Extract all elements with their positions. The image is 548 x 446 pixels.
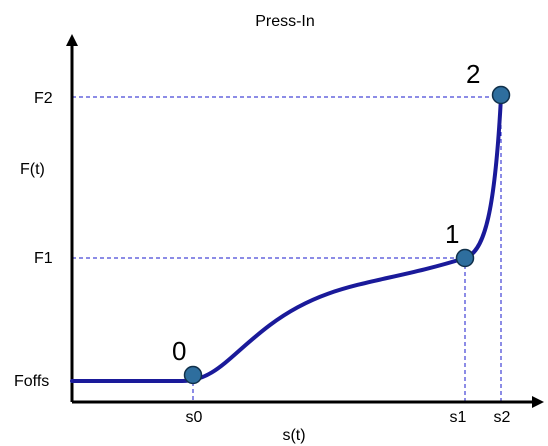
y-tick-foffs: Foffs [14, 373, 49, 390]
point-0-label: 0 [172, 336, 186, 366]
point-1-label: 1 [445, 219, 459, 249]
x-tick-s1: s1 [450, 409, 467, 426]
y-tick-f2: F2 [34, 90, 53, 107]
y-axis-label: F(t) [20, 161, 45, 178]
point-0-marker [183, 365, 203, 385]
force-curve [70, 95, 503, 383]
point-2-marker [491, 85, 511, 105]
point-1-marker [455, 248, 475, 268]
guide-lines [72, 96, 502, 402]
x-tick-s2: s2 [494, 409, 511, 426]
y-tick-f1: F1 [34, 250, 53, 267]
x-tick-s0: s0 [186, 409, 203, 426]
x-axis-label: s(t) [282, 427, 305, 444]
point-2-label: 2 [466, 59, 480, 89]
diagram-title: Press-In [255, 13, 315, 30]
